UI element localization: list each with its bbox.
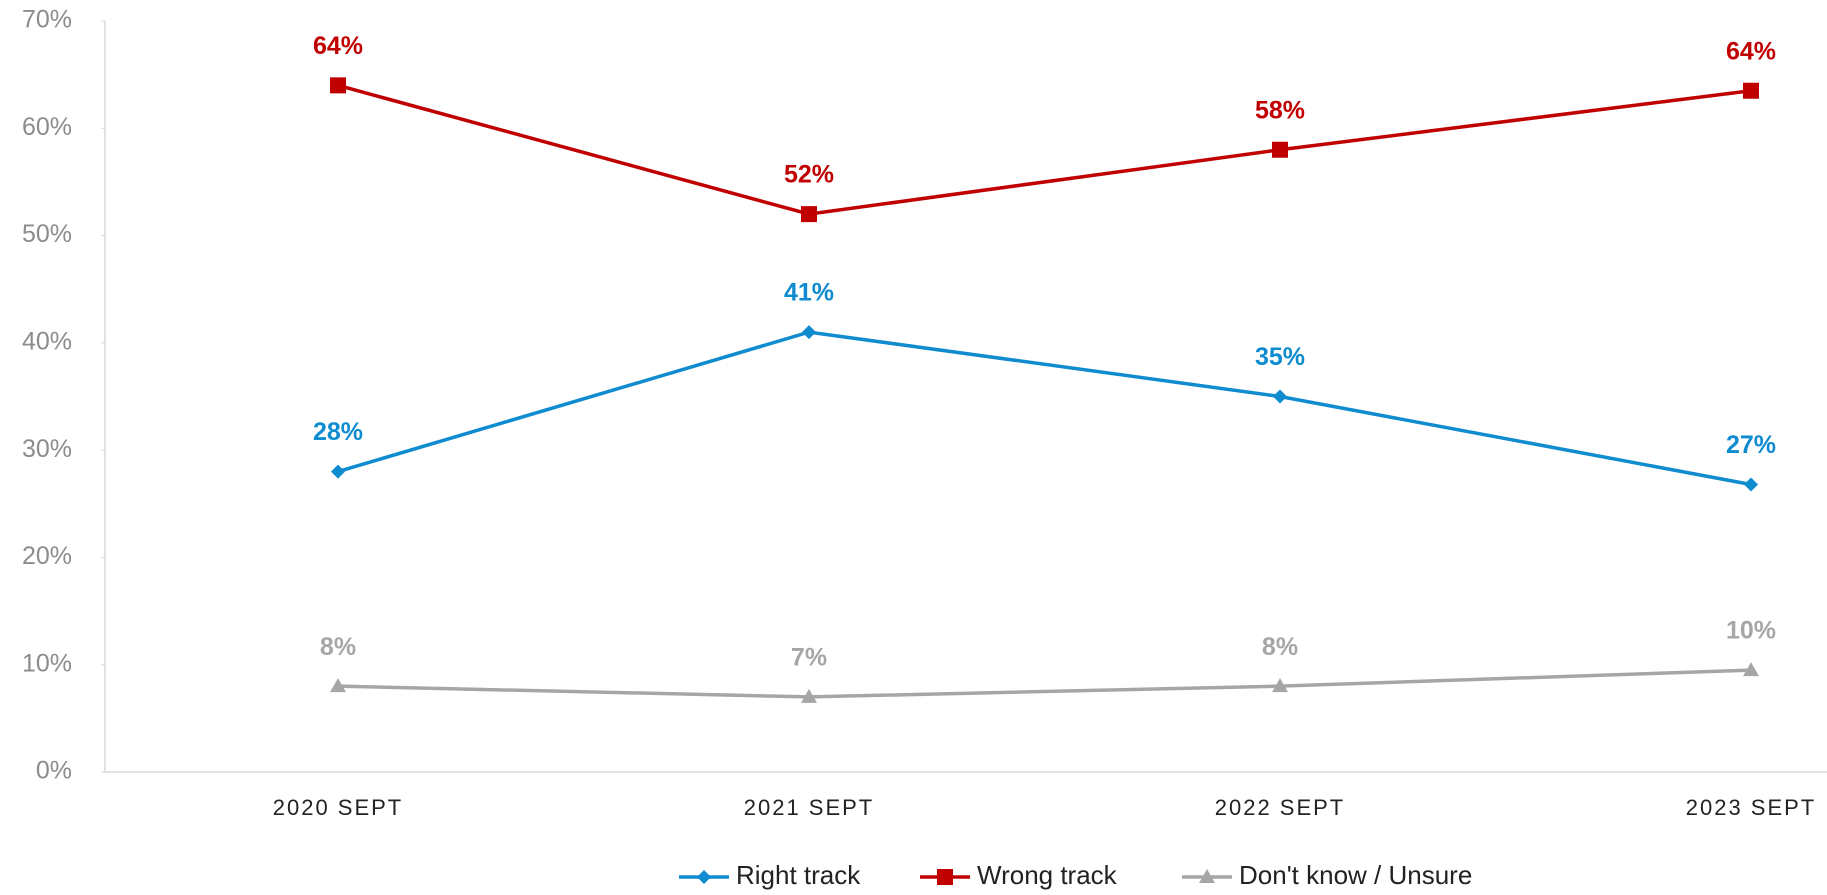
data-label: 10% bbox=[1726, 617, 1776, 645]
data-label: 28% bbox=[313, 418, 363, 446]
y-tick-label: 40% bbox=[22, 327, 72, 355]
data-label: 7% bbox=[791, 644, 827, 672]
series-line bbox=[337, 330, 1752, 487]
point-marker bbox=[331, 464, 345, 479]
data-label: 8% bbox=[1262, 633, 1298, 661]
point-marker bbox=[1743, 662, 1759, 677]
point-marker bbox=[801, 206, 817, 223]
legend-marker bbox=[1199, 869, 1215, 883]
legend-label: Wrong track bbox=[977, 860, 1118, 890]
point-marker bbox=[1744, 477, 1758, 492]
point-marker bbox=[801, 688, 817, 703]
data-label: 64% bbox=[313, 32, 363, 60]
data-label: 35% bbox=[1255, 343, 1305, 371]
legend-marker bbox=[697, 870, 711, 884]
point-marker bbox=[330, 678, 346, 693]
legend-label: Don't know / Unsure bbox=[1239, 860, 1472, 890]
legend-marker bbox=[937, 869, 953, 885]
x-tick-label: 2023 SEPT bbox=[1686, 795, 1817, 820]
y-tick-label: 50% bbox=[22, 220, 72, 248]
legend-label: Right track bbox=[736, 860, 861, 890]
data-label: 27% bbox=[1726, 431, 1776, 459]
x-tick-label: 2021 SEPT bbox=[744, 795, 875, 820]
point-marker bbox=[802, 325, 816, 340]
data-label: 41% bbox=[784, 279, 834, 307]
point-marker bbox=[330, 77, 346, 94]
data-label: 8% bbox=[320, 633, 356, 661]
data-label: 52% bbox=[784, 161, 834, 189]
series-line bbox=[337, 668, 1752, 699]
series-line bbox=[337, 83, 1752, 216]
y-tick-label: 20% bbox=[22, 542, 72, 570]
data-label: 58% bbox=[1255, 96, 1305, 124]
point-marker bbox=[1272, 141, 1288, 158]
x-tick-label: 2020 SEPT bbox=[273, 795, 404, 820]
point-marker bbox=[1272, 678, 1288, 693]
data-label: 64% bbox=[1726, 37, 1776, 65]
y-tick-label: 0% bbox=[36, 757, 72, 785]
point-marker bbox=[1273, 389, 1287, 404]
y-tick-label: 70% bbox=[22, 6, 72, 34]
x-tick-label: 2022 SEPT bbox=[1215, 795, 1346, 820]
point-marker bbox=[1743, 82, 1759, 99]
y-tick-label: 10% bbox=[22, 649, 72, 677]
y-tick-label: 30% bbox=[22, 435, 72, 463]
y-tick-label: 60% bbox=[22, 113, 72, 141]
